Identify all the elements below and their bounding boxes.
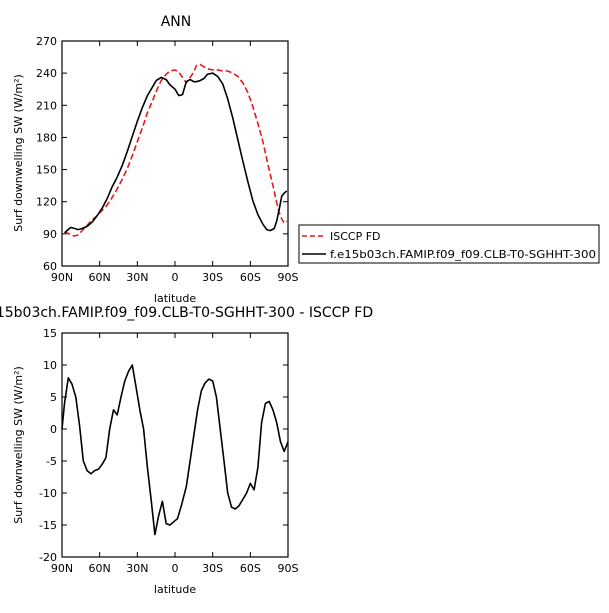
x-tick-label-bottom: 0 <box>172 562 179 575</box>
series-lines-top <box>63 63 288 237</box>
x-tick-label-top: 30N <box>126 271 148 284</box>
x-tick-label-top: 90S <box>278 271 299 284</box>
y-tick-label-top: 60 <box>43 260 57 273</box>
chart-title-bottom: f.e15b03ch.FAMIP.f09_f09.CLB-T0-SGHHT-30… <box>0 305 373 321</box>
legend-box <box>298 224 600 264</box>
x-tick-label-top: 60N <box>89 271 111 284</box>
y-tick-label-top: 90 <box>43 228 57 241</box>
y-tick-label-top: 240 <box>36 67 57 80</box>
y-axis-label-top: Surf downwelling SW (W/m²) <box>12 74 25 232</box>
y-tick-label-bottom: -10 <box>39 487 57 500</box>
y-tick-label-bottom: 0 <box>50 423 57 436</box>
x-tick-label-top: 60S <box>240 271 261 284</box>
x-tick-label-bottom: 30N <box>126 562 148 575</box>
legend-label-isccp: ISCCP FD <box>330 230 381 243</box>
y-tick-label-bottom: -20 <box>39 551 57 564</box>
series-line-top-1 <box>64 63 288 237</box>
legend: ISCCP FD f.e15b03ch.FAMIP.f09_f09.CLB-T0… <box>298 224 600 264</box>
x-tick-label-top: 0 <box>172 271 179 284</box>
y-axis-label-bottom: Surf downwelling SW (W/m²) <box>12 366 25 524</box>
x-tick-label-top: 30S <box>202 271 223 284</box>
y-tick-label-top: 120 <box>36 196 57 209</box>
y-tick-label-top: 210 <box>36 99 57 112</box>
x-tick-label-bottom: 90S <box>278 562 299 575</box>
y-tick-label-top: 150 <box>36 164 57 177</box>
x-tick-label-bottom: 30S <box>202 562 223 575</box>
y-tick-label-bottom: -15 <box>39 519 57 532</box>
series-line-bottom-1 <box>61 364 289 536</box>
plot-frame-bottom <box>61 332 289 558</box>
plot-frame-top <box>61 40 289 267</box>
y-tick-label-bottom: 15 <box>43 327 57 340</box>
legend-label-model: f.e15b03ch.FAMIP.f09_f09.CLB-T0-SGHHT-30… <box>330 249 596 261</box>
series-lines-bottom <box>61 364 289 536</box>
y-tick-label-bottom: -5 <box>46 455 57 468</box>
axes-bottom: -20 -15 -10 -5 0 5 10 15 90N 60N 30N 0 30S 60S 90S <box>39 327 298 575</box>
x-tick-label-bottom: 90N <box>51 562 73 575</box>
y-tick-label-top: 180 <box>36 131 57 144</box>
x-tick-label-bottom: 60S <box>240 562 261 575</box>
x-tick-label-top: 90N <box>51 271 73 284</box>
y-tick-label-top: 270 <box>36 35 57 48</box>
x-tick-label-bottom: 60N <box>89 562 111 575</box>
y-tick-label-bottom: 5 <box>50 391 57 404</box>
y-tick-label-bottom: 10 <box>43 359 57 372</box>
x-axis-label-bottom: latitude <box>154 583 196 596</box>
axes-top: 60 90 120 150 180 210 240 270 90N 60N 30N 0 30S 60S 90… <box>36 35 299 284</box>
panel-bottom: f.e15b03ch.FAMIP.f09_f09.CLB-T0-SGHHT-30… <box>0 305 373 596</box>
series-line-top-2 <box>63 72 288 234</box>
chart-title-top: ANN <box>161 14 192 30</box>
x-axis-label-top: latitude <box>154 292 196 305</box>
